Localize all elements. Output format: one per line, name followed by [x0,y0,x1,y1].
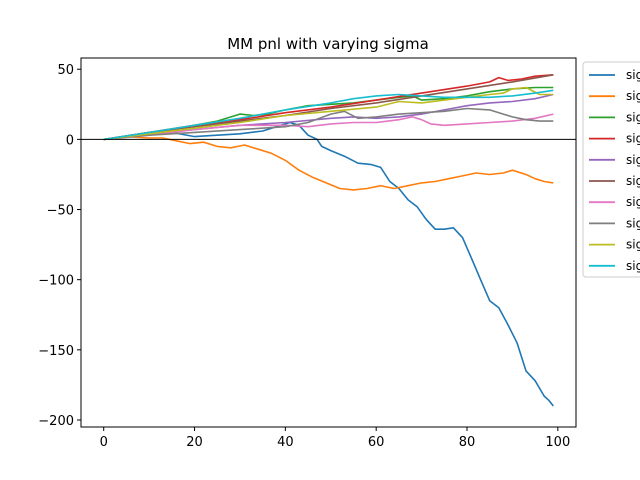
series-line-7 [103,113,554,141]
series-line-9 [103,86,554,141]
legend: sig sig sig sig sig sig sig sig sig sig [582,61,640,278]
y-tick-label: −50 [47,204,74,219]
series-line-6 [103,74,554,141]
plot-frame [80,57,577,428]
legend-label: sig [626,216,640,230]
legend-label: sig [626,238,640,252]
y-axis: 50 0 −50 −100 −150 −200 [38,63,81,429]
legend-label: sig [626,110,640,124]
x-tick-label: 0 [100,435,108,450]
legend-label: sig [626,132,640,146]
x-tick-label: 80 [459,435,476,450]
x-axis: 0 20 40 60 80 100 [100,427,570,450]
legend-label: sig [626,174,640,188]
x-tick-label: 40 [277,435,294,450]
series-line-8 [103,107,554,141]
plot-area [80,57,577,428]
chart-title: MM pnl with varying sigma [227,35,429,53]
y-tick-label: −200 [38,414,74,429]
legend-label: sig [626,89,640,103]
x-tick-label: 20 [186,435,203,450]
legend-label: sig [626,153,640,167]
legend-label: sig [626,195,640,209]
legend-label: sig [626,259,640,273]
y-tick-label: 0 [66,133,74,148]
x-tick-label: 60 [368,435,385,450]
y-tick-label: −100 [38,274,74,289]
legend-label: sig [626,68,640,82]
series-line-1 [103,121,554,407]
x-tick-label: 100 [545,435,570,450]
series-line-2 [103,135,554,191]
y-tick-label: 50 [57,63,74,78]
y-tick-label: −150 [38,344,74,359]
series-line-10 [103,89,554,141]
